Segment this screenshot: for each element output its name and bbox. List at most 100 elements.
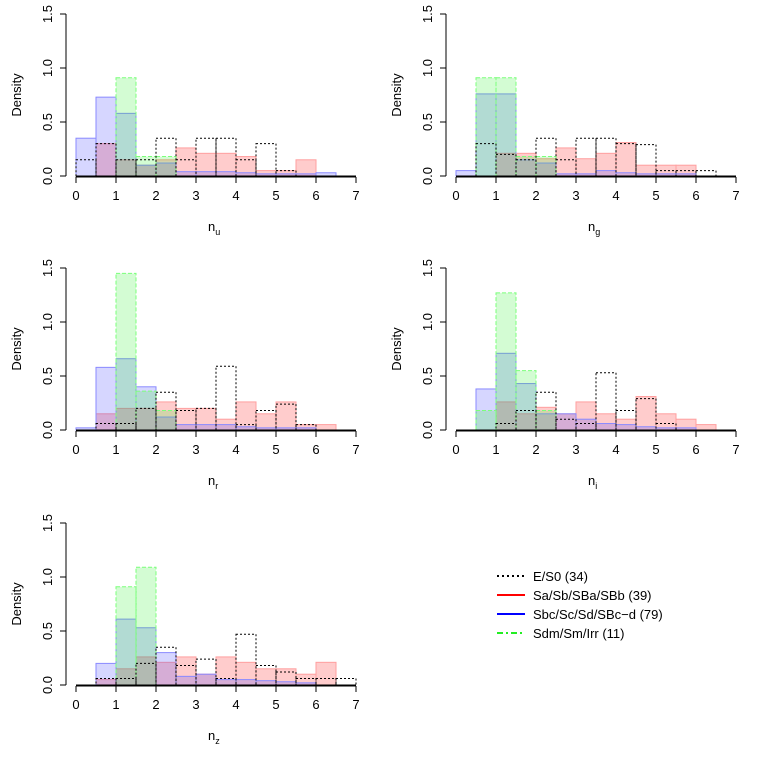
bar-i-sdm <box>495 292 517 431</box>
bar-u-es0 <box>155 137 177 177</box>
x-tick-label: 3 <box>572 442 579 457</box>
x-axis-label-main: n <box>588 219 595 234</box>
bar-u-es0 <box>255 143 277 177</box>
x-tick-label: 7 <box>352 697 359 712</box>
y-tick-label: 0.0 <box>420 421 435 439</box>
y-tick-label: 1.5 <box>420 259 435 277</box>
x-axis-label: nz <box>208 728 220 746</box>
legend-label-sab: Sa/Sb/SBa/SBb (39) <box>533 588 652 603</box>
y-axis-label: Density <box>389 327 404 371</box>
panel-u: 0 1 2 3 4 5 6 7 0.0 0.5 1.0 1.5 Density nu <box>9 5 360 237</box>
bar-i-es0 <box>535 391 557 431</box>
bar-u-sbc <box>75 137 97 177</box>
x-tick-label: 1 <box>112 188 119 203</box>
bar-g-sdm <box>535 156 557 177</box>
legend-label-sbc: Sbc/Sc/Sd/SBc−d (79) <box>533 607 663 622</box>
legend: E/S0 (34) Sa/Sb/SBa/SBb (39) Sbc/Sc/Sd/SBc… <box>497 569 663 641</box>
histogram-panels: 0 1 2 3 4 5 6 7 0.0 0.5 1.0 1.5 Density nu 0 1 2 3 4 5 6 7 0.0… <box>9 5 740 746</box>
bar-g-es0 <box>575 137 597 177</box>
y-tick-label: 0.5 <box>40 622 55 640</box>
y-axis-label: Density <box>9 73 24 117</box>
x-tick-label: 2 <box>152 697 159 712</box>
bar-z-sbc <box>95 662 117 686</box>
x-axis-label: ni <box>588 473 597 491</box>
bar-z-sdm <box>115 586 137 686</box>
x-tick-label: 6 <box>692 442 699 457</box>
bar-z-sbc <box>155 652 177 686</box>
y-tick-label: 1.0 <box>40 313 55 331</box>
x-tick-label: 0 <box>72 188 79 203</box>
y-tick-label: 0.0 <box>40 421 55 439</box>
bar-r-sdm <box>115 272 137 431</box>
bar-g-es0 <box>615 143 637 177</box>
y-tick-label: 0.0 <box>420 167 435 185</box>
y-tick-label: 0.5 <box>420 367 435 385</box>
bar-g-es0 <box>695 170 717 177</box>
x-tick-label: 0 <box>452 442 459 457</box>
x-axis-label-main: n <box>208 728 215 743</box>
bar-u-sdm <box>155 156 177 177</box>
x-tick-label: 0 <box>72 697 79 712</box>
x-tick-label: 2 <box>532 442 539 457</box>
bar-g-es0 <box>655 170 677 177</box>
x-axis-label: ng <box>588 219 600 237</box>
y-tick-label: 0.0 <box>40 167 55 185</box>
bar-i-es0 <box>595 372 617 431</box>
x-tick-label: 1 <box>492 188 499 203</box>
bar-r-sbc <box>215 424 237 431</box>
x-tick-label: 2 <box>152 188 159 203</box>
bar-r-es0 <box>195 407 217 431</box>
x-tick-label: 3 <box>192 442 199 457</box>
x-axis-label-main: n <box>208 219 215 234</box>
bar-i-sbc <box>555 413 577 431</box>
bar-r-es0 <box>295 424 317 431</box>
legend-label-es0: E/S0 (34) <box>533 569 588 584</box>
bar-r-sbc <box>95 366 117 431</box>
x-tick-label: 0 <box>452 188 459 203</box>
x-tick-label: 1 <box>112 697 119 712</box>
panel-i: 0 1 2 3 4 5 6 7 0.0 0.5 1.0 1.5 Density ni <box>389 259 740 491</box>
x-tick-label: 6 <box>312 442 319 457</box>
x-tick-label: 6 <box>692 188 699 203</box>
legend-label-sdm: Sdm/Sm/Irr (11) <box>533 626 625 641</box>
x-tick-label: 1 <box>492 442 499 457</box>
x-tick-label: 6 <box>312 188 319 203</box>
bar-u-es0 <box>215 137 237 177</box>
x-axis-label-subscript: g <box>595 227 600 237</box>
bar-r-es0 <box>135 407 157 431</box>
x-tick-label: 7 <box>352 442 359 457</box>
y-tick-label: 0.0 <box>40 676 55 694</box>
x-tick-label: 5 <box>272 442 279 457</box>
bar-r-sab <box>315 424 337 431</box>
bar-u-sbc <box>195 171 217 177</box>
bar-g-es0 <box>595 137 617 177</box>
bar-z-es0 <box>335 678 357 686</box>
bar-i-sdm <box>515 370 537 431</box>
bar-i-sbc <box>615 424 637 431</box>
bar-g-sbc <box>595 170 617 177</box>
x-tick-label: 7 <box>732 188 739 203</box>
x-axis-label-subscript: r <box>215 481 218 491</box>
x-axis-label-main: n <box>208 473 215 488</box>
x-tick-label: 5 <box>272 188 279 203</box>
x-tick-label: 4 <box>232 442 239 457</box>
bar-r-es0 <box>155 391 177 431</box>
bar-r-sdm <box>155 410 177 431</box>
panel-r: 0 1 2 3 4 5 6 7 0.0 0.5 1.0 1.5 Density nr <box>9 259 360 491</box>
bar-r-es0 <box>235 424 257 431</box>
y-tick-label: 1.0 <box>420 313 435 331</box>
bar-z-sab <box>315 661 337 686</box>
x-tick-label: 3 <box>192 188 199 203</box>
x-axis-label: nu <box>208 219 220 237</box>
bar-u-sdm <box>115 77 137 177</box>
bar-u-es0 <box>195 137 217 177</box>
bar-z-es0 <box>195 658 217 686</box>
panel-z: 0 1 2 3 4 5 6 7 0.0 0.5 1.0 1.5 Density nz <box>9 514 360 746</box>
x-tick-label: 4 <box>232 188 239 203</box>
y-tick-label: 1.0 <box>420 59 435 77</box>
bar-z-sbc <box>255 680 277 686</box>
x-tick-label: 6 <box>312 697 319 712</box>
bar-z-sdm <box>135 566 157 686</box>
bar-r-sab <box>235 401 257 431</box>
bar-i-sbc <box>575 418 597 431</box>
